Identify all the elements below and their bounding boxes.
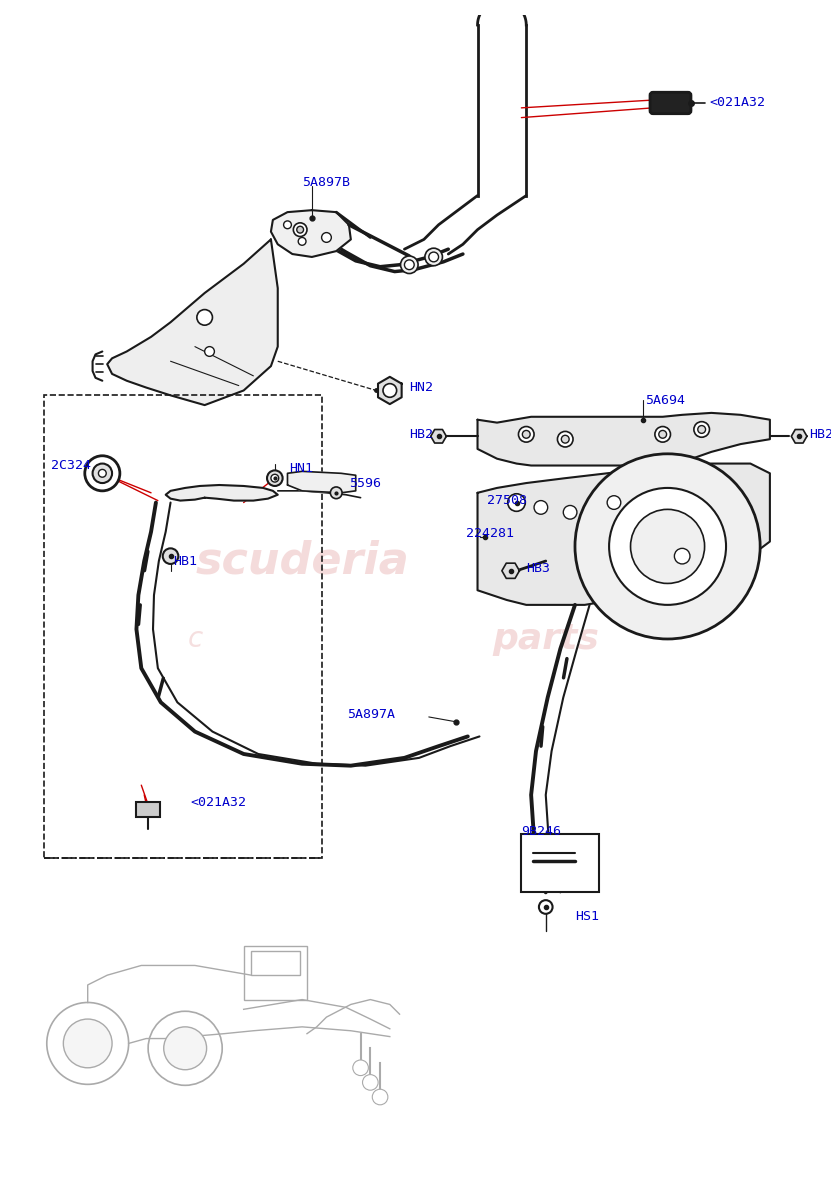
Circle shape <box>607 496 621 509</box>
Circle shape <box>694 421 710 437</box>
Circle shape <box>575 454 760 638</box>
Circle shape <box>558 432 573 446</box>
Circle shape <box>609 488 726 605</box>
Circle shape <box>148 1012 222 1085</box>
Text: HB2: HB2 <box>809 428 831 440</box>
Circle shape <box>331 487 342 499</box>
Circle shape <box>508 493 525 511</box>
Circle shape <box>534 500 548 515</box>
Polygon shape <box>502 563 519 578</box>
FancyBboxPatch shape <box>650 92 691 114</box>
Text: <021A32: <021A32 <box>190 797 246 809</box>
Text: HN1: HN1 <box>289 462 313 475</box>
Circle shape <box>401 256 418 274</box>
Text: HB3: HB3 <box>526 563 550 575</box>
Circle shape <box>353 1060 368 1075</box>
Circle shape <box>631 509 705 583</box>
Circle shape <box>98 469 106 478</box>
Bar <box>521 834 599 893</box>
Circle shape <box>523 431 530 438</box>
Text: 5A897B: 5A897B <box>302 176 350 190</box>
Circle shape <box>298 238 306 245</box>
Text: c: c <box>187 625 203 653</box>
Bar <box>44 395 322 858</box>
Circle shape <box>655 426 671 442</box>
Polygon shape <box>478 413 770 466</box>
Text: HB2: HB2 <box>410 428 433 440</box>
Circle shape <box>164 1027 207 1069</box>
Polygon shape <box>478 463 770 605</box>
Polygon shape <box>378 377 401 404</box>
Circle shape <box>372 1090 388 1105</box>
Text: 5596: 5596 <box>349 476 381 490</box>
Circle shape <box>85 456 120 491</box>
Polygon shape <box>430 430 446 443</box>
Circle shape <box>362 1075 378 1090</box>
Circle shape <box>519 426 534 442</box>
Circle shape <box>322 233 332 242</box>
Text: 27508: 27508 <box>487 494 528 508</box>
Circle shape <box>675 548 690 564</box>
Polygon shape <box>271 210 351 257</box>
Circle shape <box>429 252 439 262</box>
Text: parts: parts <box>492 622 599 656</box>
Circle shape <box>425 248 442 265</box>
Bar <box>243 946 307 1000</box>
Bar <box>136 802 160 817</box>
Circle shape <box>383 384 396 397</box>
Polygon shape <box>288 472 356 493</box>
Text: scuderia: scuderia <box>195 540 409 582</box>
Polygon shape <box>791 430 807 443</box>
Text: HB1: HB1 <box>174 554 198 568</box>
Circle shape <box>659 431 666 438</box>
Text: 5A694: 5A694 <box>645 394 685 407</box>
Circle shape <box>561 436 569 443</box>
Text: 9B246: 9B246 <box>521 826 562 839</box>
Bar <box>252 950 300 976</box>
Circle shape <box>197 310 213 325</box>
Text: 5A897A: 5A897A <box>347 708 395 721</box>
Circle shape <box>283 221 292 229</box>
Circle shape <box>563 505 577 520</box>
Polygon shape <box>165 485 278 500</box>
Circle shape <box>271 474 278 482</box>
Circle shape <box>63 1019 112 1068</box>
Circle shape <box>47 1002 129 1085</box>
Text: HS1: HS1 <box>575 911 599 923</box>
Circle shape <box>293 223 307 236</box>
Text: 224281: 224281 <box>466 527 514 540</box>
Text: 2C324: 2C324 <box>51 460 91 472</box>
Text: HN2: HN2 <box>410 382 433 394</box>
Polygon shape <box>107 240 278 406</box>
Circle shape <box>698 426 706 433</box>
Circle shape <box>92 463 112 484</box>
Circle shape <box>163 548 179 564</box>
Circle shape <box>405 260 414 270</box>
Circle shape <box>204 347 214 356</box>
Circle shape <box>539 900 553 914</box>
Text: <021A32: <021A32 <box>710 96 765 109</box>
Circle shape <box>297 227 303 233</box>
Circle shape <box>267 470 283 486</box>
